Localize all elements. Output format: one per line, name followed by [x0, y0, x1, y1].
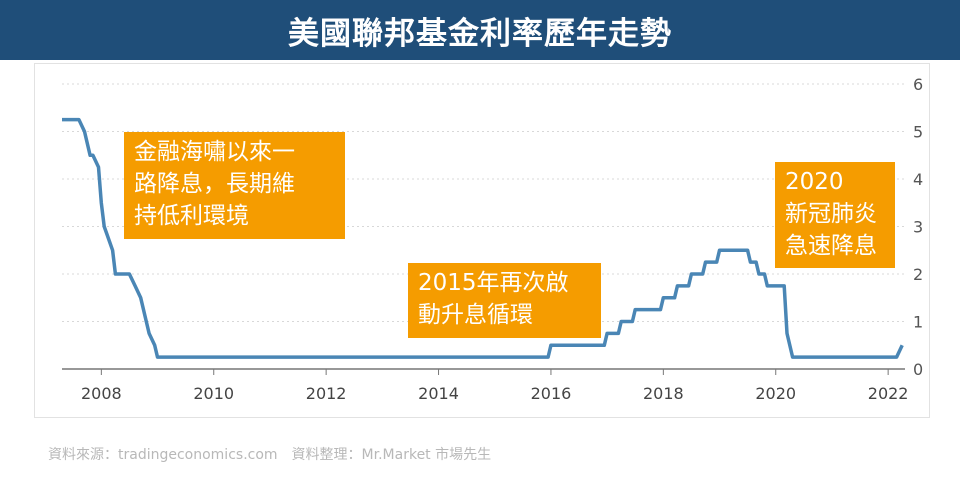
annotation-crisis: 金融海嘯以來一 路降息，長期維 持低利環境	[124, 132, 345, 239]
rate-series-line	[62, 117, 904, 359]
rate-line-chart: 0 1 2 3 4 5 6 2008 2010 2012 2014 2016 2018 2020 2022	[62, 75, 923, 403]
y-tick-label: 3	[913, 218, 923, 237]
annotation-2015-hike: 2015年再次啟 動升息循環	[408, 263, 601, 338]
annotation-covid-cut: 2020 新冠肺炎 急速降息	[775, 162, 895, 268]
y-tick-label: 6	[913, 75, 923, 94]
page-title: 美國聯邦基金利率歷年走勢	[288, 15, 672, 52]
chart-frame: 0 1 2 3 4 5 6 2008 2010 2012 2014 2016 2018 2020 2022	[34, 63, 930, 418]
x-tick-label: 2018	[643, 384, 684, 403]
source-note: 資料來源：tradingeconomics.com 資料整理：Mr.Market…	[48, 447, 492, 463]
title-bar: 美國聯邦基金利率歷年走勢	[0, 0, 960, 60]
y-tick-label: 0	[913, 360, 923, 379]
y-tick-label: 4	[913, 170, 923, 189]
x-tick-label: 2020	[755, 384, 796, 403]
y-tick-label: 5	[913, 123, 923, 142]
x-tick-label: 2014	[418, 384, 459, 403]
x-tick-label: 2010	[193, 384, 234, 403]
x-tick-label: 2022	[868, 384, 909, 403]
y-tick-label: 2	[913, 265, 923, 284]
x-tick-label: 2016	[531, 384, 572, 403]
x-tick-label: 2012	[306, 384, 347, 403]
x-tick-label: 2008	[81, 384, 122, 403]
y-tick-label: 1	[913, 313, 923, 332]
